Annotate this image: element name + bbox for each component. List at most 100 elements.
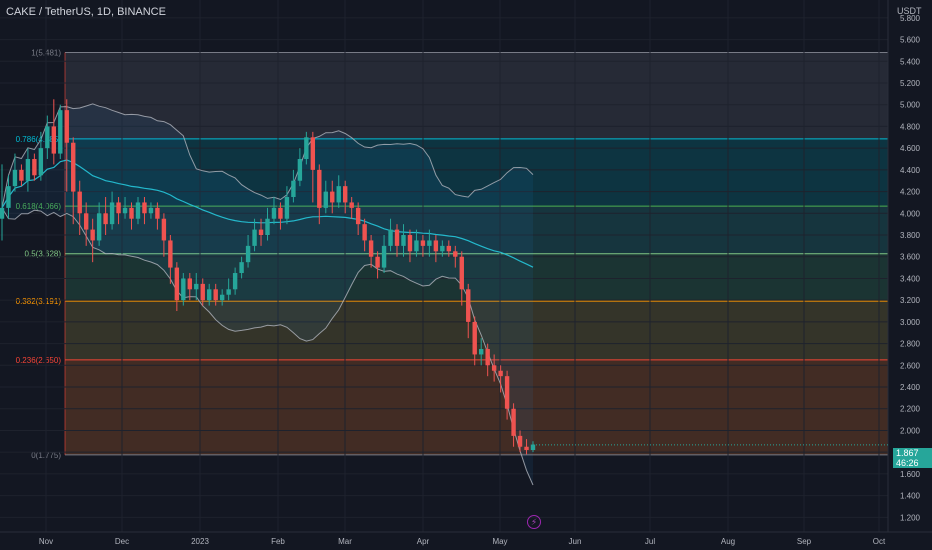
candle-body	[51, 126, 57, 154]
y-tick-label: 2.800	[900, 340, 921, 349]
candle	[375, 251, 380, 279]
candle-body	[25, 159, 31, 181]
candle-body	[517, 435, 523, 447]
candle-body	[355, 207, 361, 225]
candle	[517, 430, 523, 453]
candle	[511, 403, 516, 447]
candle	[64, 99, 69, 192]
candle-body	[491, 365, 497, 371]
y-tick-label: 3.200	[900, 296, 921, 305]
candle	[478, 338, 484, 366]
candle-body	[187, 278, 192, 290]
x-tick-label: Apr	[417, 537, 430, 546]
candle-body	[77, 191, 82, 214]
y-tick-label: 4.200	[900, 188, 921, 197]
fib-level-label: 0.618(4.066)	[16, 202, 62, 211]
candle-body	[71, 142, 76, 192]
candle	[355, 202, 361, 236]
y-tick-label: 5.600	[900, 36, 921, 45]
candle	[524, 439, 529, 455]
candle	[109, 191, 115, 230]
symbol-title[interactable]: CAKE / TetherUS, 1D, BINANCE	[6, 6, 166, 18]
candle	[194, 273, 199, 301]
candle	[0, 164, 5, 241]
y-tick-label: 4.400	[900, 166, 921, 175]
candle	[83, 202, 89, 246]
candle-body	[155, 207, 160, 219]
candle	[265, 207, 270, 241]
y-tick-label: 2.400	[900, 383, 921, 392]
candle-body	[122, 207, 128, 214]
candle-body	[38, 148, 44, 176]
candle	[103, 197, 108, 236]
candle-body	[297, 159, 303, 181]
candle	[440, 240, 445, 257]
candle	[187, 273, 192, 301]
y-tick-label: 4.600	[900, 144, 921, 153]
candle	[122, 197, 128, 219]
candle	[407, 229, 413, 263]
bar-countdown: 46:26	[896, 458, 919, 468]
candle-body	[401, 235, 406, 246]
y-tick-label: 5.200	[900, 79, 921, 88]
candle-body	[45, 126, 50, 149]
candle	[38, 131, 44, 181]
candle	[349, 197, 354, 219]
candle-body	[64, 110, 69, 143]
candle-body	[375, 256, 380, 268]
candle-body	[200, 283, 205, 301]
candle	[200, 278, 205, 306]
bollinger-lower	[1, 207, 534, 486]
candle	[207, 283, 212, 306]
chart-grid	[0, 0, 888, 532]
candle-body	[323, 191, 328, 208]
candle-body	[194, 283, 199, 290]
candle-body	[148, 207, 154, 214]
candle	[323, 180, 328, 214]
candle-body	[239, 262, 244, 274]
x-tick-label: May	[492, 537, 507, 546]
candle	[291, 169, 296, 203]
candle-body	[420, 240, 426, 246]
candle	[504, 370, 510, 420]
candle-body	[168, 240, 173, 268]
candle-body	[478, 349, 484, 355]
candle-body	[90, 229, 95, 241]
candle	[420, 235, 426, 257]
candle	[381, 235, 387, 274]
candle-body	[446, 245, 452, 252]
candle	[297, 148, 303, 187]
y-tick-label: 5.000	[900, 101, 921, 110]
candle	[148, 202, 154, 219]
candle	[77, 180, 82, 236]
candle-body	[336, 186, 341, 203]
candle	[498, 365, 503, 393]
bollinger-fill	[2, 103, 533, 486]
bollinger-upper	[1, 103, 534, 208]
candle	[472, 316, 477, 366]
candle-body	[440, 245, 445, 252]
y-tick-label: 4.800	[900, 122, 921, 131]
candle	[252, 218, 257, 252]
candle-body	[83, 213, 89, 230]
candle	[245, 235, 251, 268]
candle-body	[265, 218, 270, 236]
y-tick-label: 2.600	[900, 361, 921, 370]
candle	[304, 131, 309, 165]
candle-body	[161, 218, 167, 241]
y-tick-label: 1.400	[900, 492, 921, 501]
x-tick-label: Jul	[645, 537, 655, 546]
x-tick-label: 2023	[191, 537, 209, 546]
candle-body	[310, 137, 316, 170]
candle	[232, 267, 238, 295]
candle	[181, 273, 186, 306]
candle-body	[498, 370, 503, 377]
candle	[284, 186, 290, 225]
flash-icon[interactable]: ⚡	[527, 515, 541, 529]
fib-level-label: 0.236(2.650)	[16, 356, 62, 365]
candle-body	[394, 229, 400, 246]
candle-body	[368, 240, 374, 257]
fib-level-label: 0.382(3.191)	[16, 297, 62, 306]
candle-body	[472, 321, 477, 355]
